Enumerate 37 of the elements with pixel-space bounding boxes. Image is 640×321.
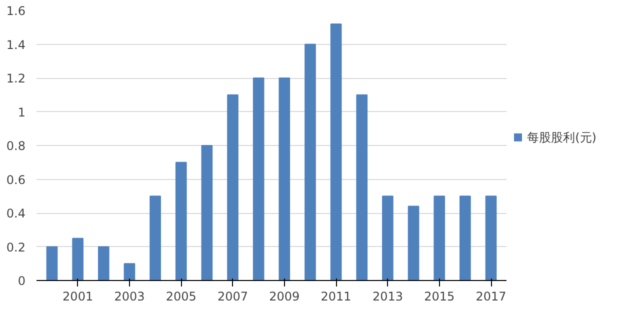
bar [460, 196, 471, 280]
x-tick-label: 2007 [217, 290, 248, 304]
y-tick-label: 0.8 [6, 139, 26, 153]
bar [252, 78, 264, 280]
bar [485, 196, 497, 280]
y-tick-label: 1.6 [6, 4, 26, 18]
x-tick-label: 2013 [372, 290, 403, 304]
bar [124, 263, 136, 280]
x-tick-label: 2015 [424, 290, 455, 304]
bar [98, 246, 110, 280]
bar [201, 145, 213, 280]
x-tick-label: 2011 [320, 290, 352, 304]
bar [150, 196, 161, 280]
y-tick-label: 0.2 [6, 240, 26, 254]
bar [46, 246, 58, 280]
legend-label: 每股股利(元) [527, 130, 596, 144]
bar [72, 238, 84, 280]
bar [175, 162, 187, 280]
x-tick-label: 2009 [269, 290, 300, 304]
y-tick-label: 1.2 [6, 72, 26, 86]
y-tick-label: 0.6 [6, 172, 26, 187]
bar [356, 94, 368, 280]
x-tick-label: 2003 [114, 290, 145, 304]
y-tick-label: 0.4 [6, 206, 26, 220]
x-tick-label: 2005 [166, 290, 196, 304]
y-tick-label: 1.4 [6, 38, 26, 52]
bar [434, 196, 446, 280]
bar [382, 196, 394, 280]
y-tick-label: 0 [18, 274, 26, 288]
x-tick-label: 2001 [62, 290, 94, 304]
bar [227, 94, 238, 280]
bar [304, 44, 316, 280]
bar [330, 24, 342, 280]
bar [278, 78, 290, 280]
y-tick-label: 1 [18, 105, 26, 120]
x-tick-label: 2017 [476, 290, 506, 304]
bar [408, 206, 420, 280]
